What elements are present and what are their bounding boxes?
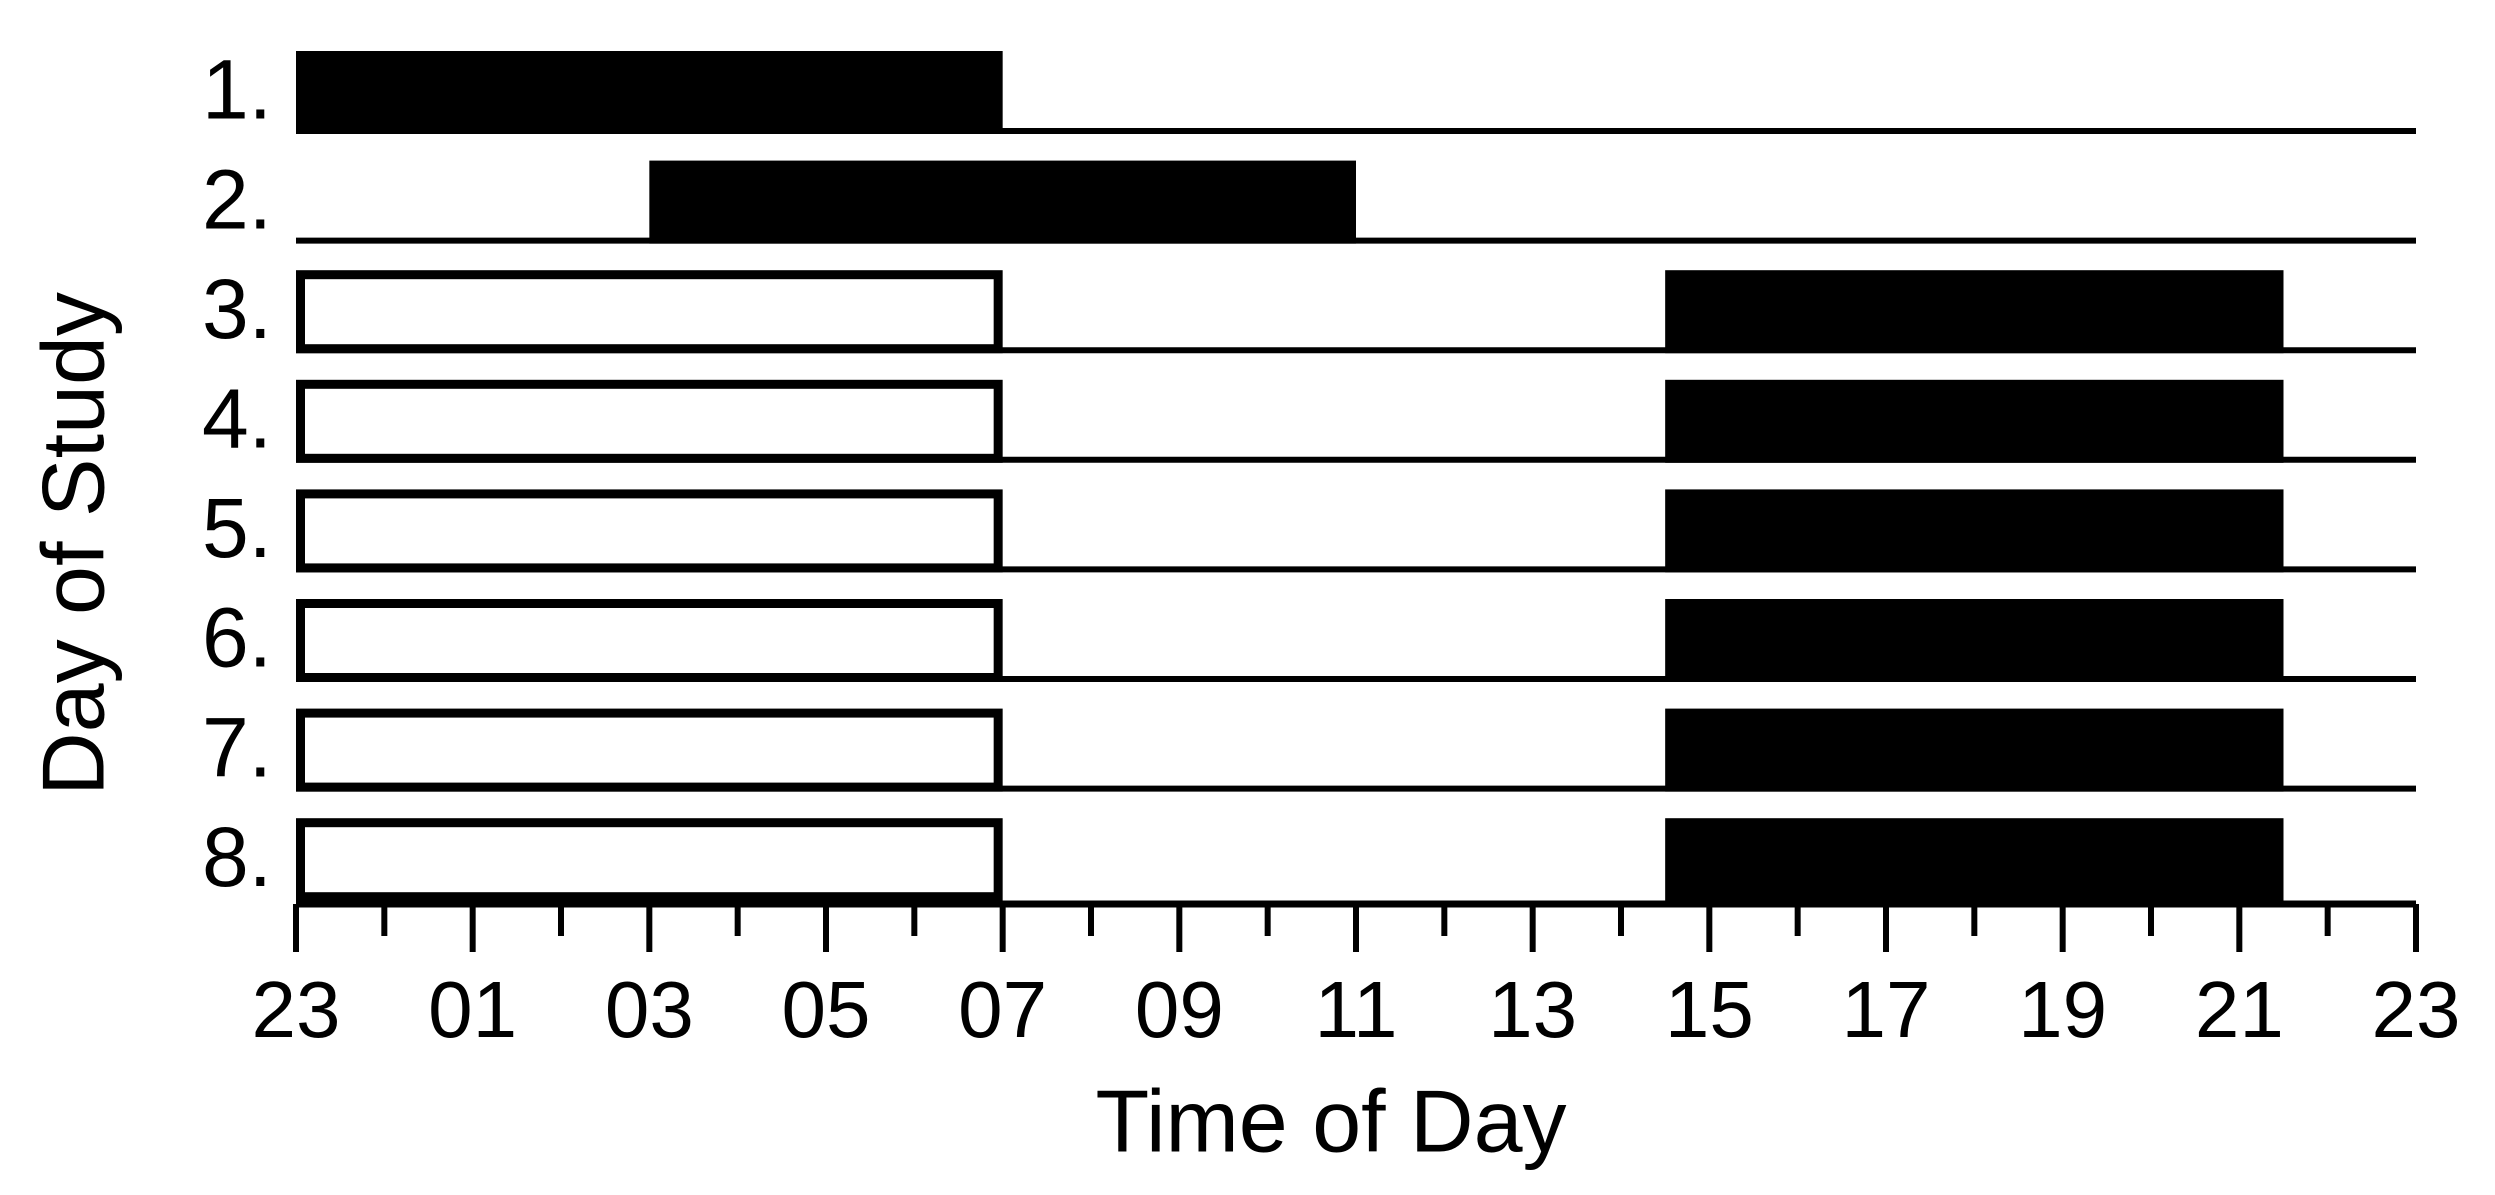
x-tick-label: 21 <box>2195 965 2284 1054</box>
row-label: 2. <box>202 152 272 246</box>
x-tick-label: 11 <box>1314 965 1397 1054</box>
bar <box>296 489 1003 573</box>
y-axis-title: Day of Study <box>23 292 122 796</box>
row-label: 1. <box>202 43 272 137</box>
bar <box>1665 270 2284 354</box>
bar <box>296 51 1003 134</box>
row-label: 7. <box>202 700 272 794</box>
bar <box>1665 708 2284 792</box>
x-axis-title: Time of Day <box>1095 1071 1566 1170</box>
x-tick-label: 15 <box>1665 965 1754 1054</box>
row-label: 6. <box>202 591 272 685</box>
bar <box>296 818 1003 902</box>
x-tick-label: 13 <box>1488 965 1577 1054</box>
x-tick-label: 23 <box>2372 965 2461 1054</box>
x-tick-label: 17 <box>1842 965 1931 1054</box>
bar <box>1665 818 2284 902</box>
x-tick-label: 19 <box>2018 965 2107 1054</box>
bar <box>296 379 1003 463</box>
bar <box>296 708 1003 792</box>
x-tick-label: 05 <box>782 965 871 1054</box>
x-tick-label: 01 <box>428 965 517 1054</box>
bar <box>1665 379 2284 463</box>
x-tick-label: 09 <box>1135 965 1224 1054</box>
row-label: 3. <box>202 262 272 356</box>
bar <box>296 270 1003 354</box>
bar <box>649 160 1356 244</box>
x-tick-label: 03 <box>605 965 694 1054</box>
x-tick-label: 07 <box>958 965 1047 1054</box>
bar <box>1665 489 2284 573</box>
row-label: 8. <box>202 810 272 904</box>
bar <box>296 599 1003 682</box>
bar <box>1665 599 2284 682</box>
row-label: 4. <box>202 371 272 465</box>
row-label: 5. <box>202 481 272 575</box>
x-tick-label: 23 <box>252 965 341 1054</box>
